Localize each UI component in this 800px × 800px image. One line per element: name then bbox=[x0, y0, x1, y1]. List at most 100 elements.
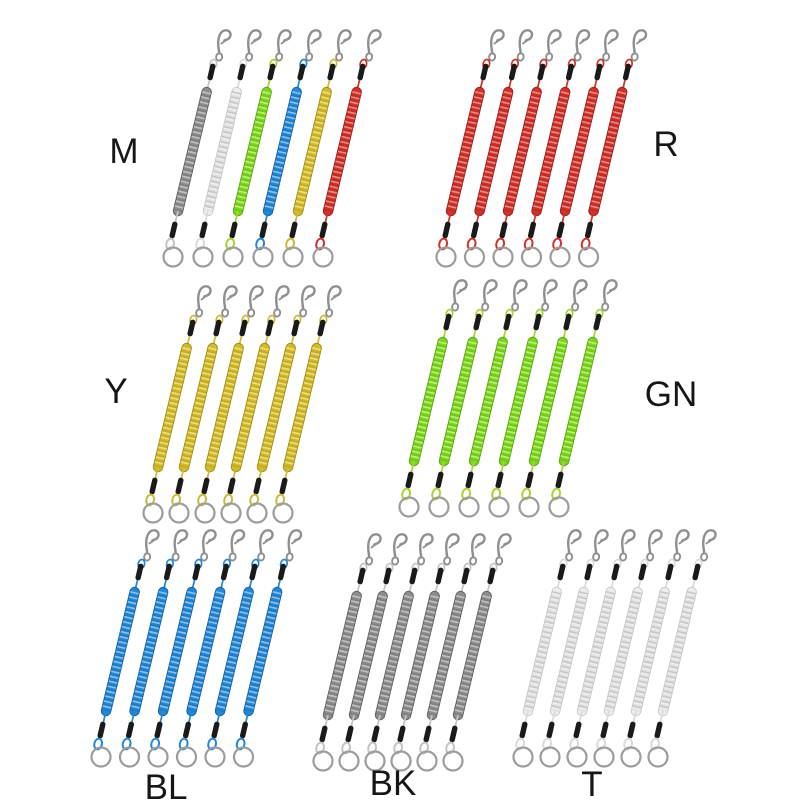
split-ring bbox=[232, 746, 255, 768]
carabiner-icon bbox=[645, 528, 664, 563]
split-ring bbox=[435, 246, 457, 268]
lanyard-clear bbox=[593, 528, 664, 768]
split-ring bbox=[620, 746, 642, 768]
coil-wrap-shadows bbox=[323, 594, 361, 717]
cord-bottom bbox=[410, 460, 415, 473]
lanyard-blue bbox=[147, 528, 218, 768]
cord-bottom bbox=[440, 460, 445, 473]
wrap-top bbox=[220, 563, 229, 581]
coil-wrap-shadows bbox=[499, 340, 537, 463]
carabiner-icon bbox=[600, 278, 619, 313]
wrap-bottom bbox=[423, 725, 432, 743]
split-ring bbox=[566, 746, 588, 768]
coil-body bbox=[257, 343, 295, 472]
wrap-top bbox=[508, 63, 517, 81]
coil-wrap-shadows bbox=[215, 590, 253, 713]
wrap-bottom bbox=[555, 471, 564, 489]
carabiner-icon bbox=[324, 284, 343, 319]
wrap-bottom bbox=[495, 471, 504, 489]
group-label-yellow: Y bbox=[104, 372, 127, 411]
lanyard-red bbox=[492, 28, 563, 268]
cord-bottom bbox=[590, 210, 595, 223]
cord-bottom bbox=[324, 714, 329, 727]
coil-body bbox=[409, 337, 447, 466]
split-ring bbox=[192, 246, 214, 268]
wrap-bottom bbox=[259, 221, 268, 239]
coil-body bbox=[215, 587, 253, 716]
lanyard-blue bbox=[252, 28, 323, 268]
coil-wrap-shadows bbox=[263, 90, 301, 213]
split-ring bbox=[539, 746, 561, 768]
wrap-bottom bbox=[201, 477, 210, 495]
cord-bottom bbox=[258, 466, 263, 479]
wrap-bottom bbox=[525, 471, 534, 489]
wrap-top bbox=[473, 313, 482, 331]
carabiner-icon bbox=[544, 28, 563, 63]
carabiner-icon bbox=[442, 532, 461, 567]
split-ring bbox=[416, 750, 438, 772]
coil-body bbox=[244, 587, 282, 716]
wrap-bottom bbox=[556, 221, 565, 239]
coil-wrap-shadows bbox=[203, 90, 241, 213]
cord-bottom bbox=[470, 460, 475, 473]
coil-wrap-shadows bbox=[503, 90, 541, 213]
coil-body bbox=[375, 591, 413, 720]
carabiner-icon bbox=[601, 28, 620, 63]
carabiner-icon bbox=[298, 284, 317, 319]
split-ring bbox=[518, 496, 540, 518]
split-ring bbox=[463, 246, 486, 268]
split-ring bbox=[512, 746, 534, 768]
split-ring bbox=[147, 746, 169, 768]
wrap-top bbox=[267, 63, 276, 81]
carabiner-icon bbox=[274, 28, 293, 63]
coil-body bbox=[187, 587, 225, 716]
wrap-top bbox=[357, 63, 366, 81]
lanyard-red bbox=[463, 28, 534, 268]
coil-wrap-shadows bbox=[205, 346, 243, 469]
cord-bottom bbox=[188, 710, 193, 723]
wrap-top bbox=[503, 313, 512, 331]
group-label-mixed: M bbox=[109, 132, 138, 171]
lanyard-gray bbox=[338, 532, 409, 772]
wrap-top bbox=[383, 567, 392, 585]
coil-body bbox=[231, 343, 269, 472]
lanyard-blue bbox=[118, 528, 189, 768]
cord-bottom bbox=[428, 714, 433, 727]
lanyard-clear bbox=[620, 528, 691, 768]
wrap-bottom bbox=[199, 221, 208, 239]
wrap-bottom bbox=[97, 721, 106, 739]
coil-wrap-shadows bbox=[658, 590, 696, 713]
cord-bottom bbox=[530, 460, 535, 473]
wrap-bottom bbox=[546, 721, 555, 739]
lanyard-clear bbox=[647, 528, 718, 768]
cord-bottom bbox=[102, 710, 107, 723]
split-ring bbox=[492, 246, 514, 268]
coil-body bbox=[130, 587, 168, 716]
split-ring bbox=[442, 750, 464, 772]
lanyard-gray bbox=[162, 28, 233, 268]
wrap-top bbox=[563, 313, 572, 331]
cord-bottom bbox=[561, 210, 566, 223]
split-ring bbox=[312, 750, 334, 772]
split-ring bbox=[577, 246, 600, 268]
carabiner-icon bbox=[272, 284, 291, 319]
carabiner-icon bbox=[540, 278, 559, 313]
coil-wrap-shadows bbox=[233, 90, 271, 213]
coil-wrap-shadows bbox=[179, 346, 217, 469]
lanyard-blue bbox=[204, 528, 275, 768]
wrap-top bbox=[192, 563, 201, 581]
carabiner-icon bbox=[142, 528, 161, 563]
wrap-bottom bbox=[227, 477, 236, 495]
carabiner-icon bbox=[480, 278, 499, 313]
carabiner-icon bbox=[194, 284, 213, 319]
split-ring bbox=[338, 750, 360, 772]
coil-wrap-shadows bbox=[187, 590, 225, 713]
coil-body bbox=[532, 87, 570, 216]
wrap-bottom bbox=[465, 471, 474, 489]
lanyard-blue bbox=[232, 528, 303, 768]
wrap-bottom bbox=[125, 721, 135, 739]
cord-bottom bbox=[174, 210, 179, 223]
split-ring bbox=[398, 496, 420, 518]
carabiner-icon bbox=[510, 278, 529, 313]
